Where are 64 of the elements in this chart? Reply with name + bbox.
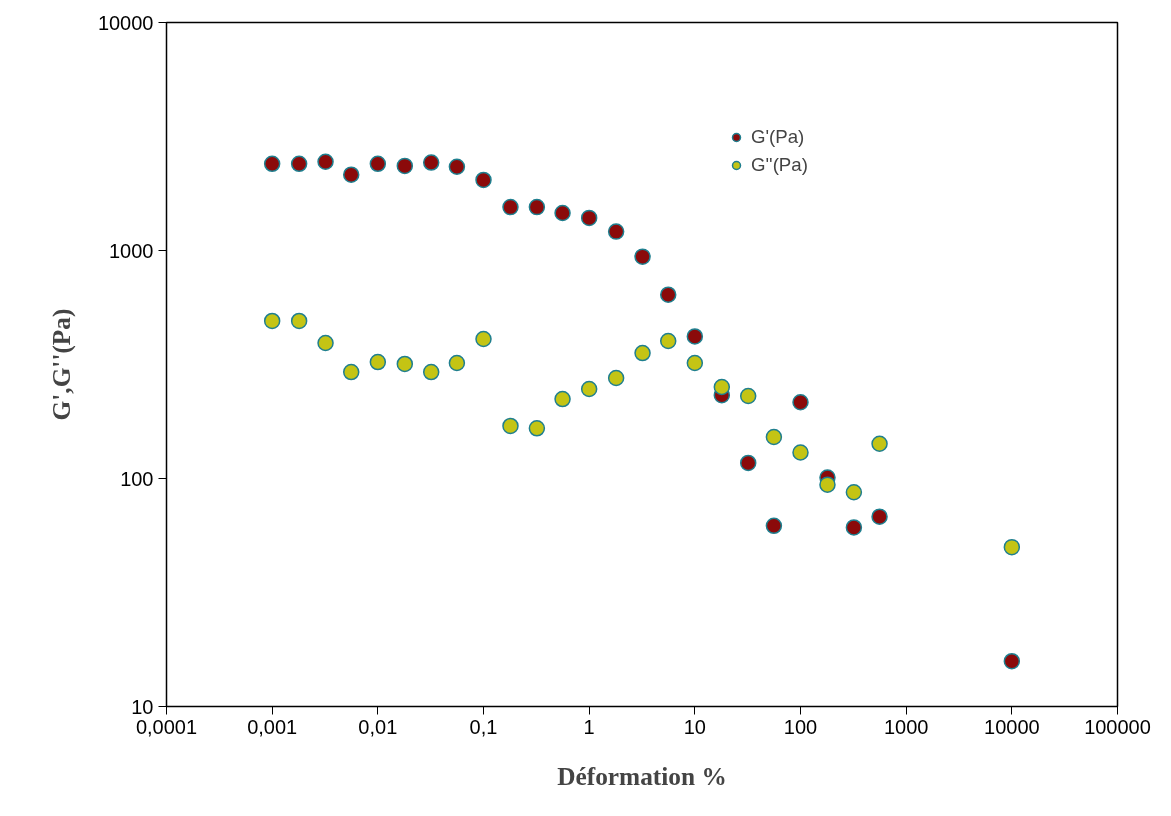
point xyxy=(448,158,466,175)
point xyxy=(528,420,546,437)
point xyxy=(739,387,757,405)
point xyxy=(502,417,519,435)
legend-label: G''(Pa) xyxy=(751,154,808,176)
point xyxy=(845,519,863,536)
point xyxy=(342,363,360,381)
point xyxy=(819,476,836,493)
x-tick-label: 10 xyxy=(683,715,706,738)
x-tick-label: 100000 xyxy=(1084,715,1151,738)
y-tick-label: 10 xyxy=(131,695,154,718)
x-tick-label: 1 xyxy=(583,715,595,738)
point xyxy=(765,428,783,446)
y-tick-label: 1000 xyxy=(109,239,154,262)
point xyxy=(263,312,281,330)
y-tick-label: 100 xyxy=(120,467,154,490)
point xyxy=(317,153,334,171)
x-tick-label: 10000 xyxy=(984,715,1040,738)
point xyxy=(290,312,308,330)
point xyxy=(554,204,571,222)
point xyxy=(369,353,387,371)
point xyxy=(792,444,809,461)
point xyxy=(607,369,625,387)
y-tick-label: 10000 xyxy=(97,11,154,34)
point xyxy=(580,380,598,398)
legend-label: G'(Pa) xyxy=(751,126,805,148)
point xyxy=(580,209,598,227)
point xyxy=(317,334,334,352)
point xyxy=(871,435,888,453)
y-axis-title: G',G''(Pa) xyxy=(46,308,76,421)
x-tick-label: 0,01 xyxy=(358,715,398,738)
point xyxy=(528,198,546,216)
point xyxy=(475,330,492,348)
point xyxy=(422,363,440,381)
point xyxy=(739,454,757,472)
point xyxy=(871,508,888,525)
point xyxy=(342,166,360,183)
point xyxy=(502,198,519,216)
point xyxy=(448,354,466,372)
point xyxy=(290,155,308,173)
point xyxy=(686,354,704,372)
point xyxy=(607,223,625,240)
point xyxy=(713,378,731,396)
point xyxy=(792,394,809,411)
point xyxy=(369,155,387,173)
x-tick-label: 0,001 xyxy=(247,715,298,738)
x-tick-label: 100 xyxy=(783,715,818,738)
point xyxy=(396,355,414,373)
x-axis-title: Déformation % xyxy=(557,761,727,790)
point xyxy=(263,155,281,173)
point xyxy=(634,248,651,265)
x-tick-label: 0,0001 xyxy=(135,715,198,738)
point xyxy=(765,517,783,535)
point xyxy=(659,332,677,350)
point xyxy=(634,344,651,362)
point xyxy=(659,286,677,303)
point xyxy=(475,171,492,189)
point xyxy=(686,328,704,345)
point xyxy=(845,484,863,501)
point xyxy=(396,157,414,175)
point xyxy=(554,390,571,408)
x-tick-label: 0,1 xyxy=(469,715,498,738)
x-tick-label: 1000 xyxy=(883,715,929,738)
point xyxy=(422,154,440,171)
